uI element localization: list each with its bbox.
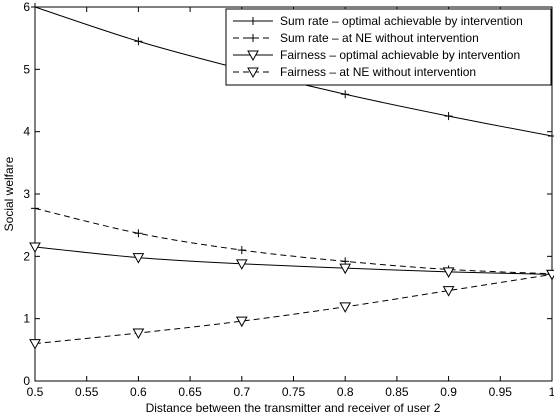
triangle-down-marker <box>546 269 554 281</box>
legend-box <box>225 8 552 86</box>
legend-entry: Sum rate – at NE without intervention <box>233 31 479 45</box>
triangle-down-marker <box>442 267 455 278</box>
plus-marker <box>341 90 350 99</box>
legend-entry: Fairness – at NE without intervention <box>233 65 476 79</box>
plus-marker <box>31 204 39 213</box>
series-line <box>34 273 553 345</box>
axis-ticks: 0.5 0.55 0.6 0.65 0.7 0.75 0.8 0.85 0.9 0.95 1 0 1 2 3… <box>23 0 554 399</box>
x-tick-label: 0.75 <box>282 385 306 399</box>
plus-marker <box>444 112 453 121</box>
legend-entry: Sum rate – optimal achievable by interve… <box>233 14 523 28</box>
x-tick-label: 0.65 <box>178 385 202 399</box>
plus-marker <box>249 34 257 42</box>
y-axis-label: Social welfare <box>2 156 16 231</box>
legend-entry: Fairness – optimal achievable by interve… <box>233 48 520 62</box>
x-tick-label: 0.6 <box>130 385 147 399</box>
series-3 <box>29 269 554 350</box>
plus-marker <box>31 3 39 11</box>
y-tick-label: 4 <box>23 125 30 139</box>
plus-marker <box>134 37 143 46</box>
plus-marker <box>548 132 554 141</box>
legend-label: Sum rate – optimal achievable by interve… <box>280 14 523 28</box>
x-tick-label: 0.9 <box>440 385 457 399</box>
series-line <box>34 207 553 275</box>
series-line <box>34 246 553 275</box>
x-tick-label: 1 <box>549 385 554 399</box>
triangle-down-marker <box>339 263 352 275</box>
triangle-down-marker <box>247 50 259 62</box>
triangle-down-marker <box>29 339 41 350</box>
triangle-down-marker <box>442 286 455 297</box>
x-tick-label: 0.85 <box>385 385 409 399</box>
x-axis-label: Distance between the transmitter and rec… <box>146 401 441 415</box>
y-tick-label: 1 <box>23 312 30 326</box>
triangle-down-marker <box>132 328 145 340</box>
x-tick-label: 0.55 <box>75 385 99 399</box>
triangle-down-marker <box>29 242 41 254</box>
y-tick-label: 5 <box>23 62 30 76</box>
plus-marker <box>134 229 143 238</box>
x-tick-label: 0.95 <box>489 385 513 399</box>
legend: Sum rate – optimal achievable by interve… <box>225 8 552 86</box>
plus-marker <box>249 17 257 25</box>
legend-label: Fairness – optimal achievable by interve… <box>280 48 520 62</box>
y-tick-label: 6 <box>23 0 30 14</box>
triangle-down-marker <box>339 302 352 313</box>
triangle-down-marker <box>247 67 259 79</box>
legend-label: Sum rate – at NE without intervention <box>280 31 479 45</box>
legend-label: Fairness – at NE without intervention <box>280 65 476 79</box>
y-tick-label: 0 <box>23 374 30 388</box>
plus-marker <box>237 246 246 255</box>
triangle-down-marker <box>132 253 145 264</box>
y-tick-label: 3 <box>23 187 30 201</box>
triangle-down-marker <box>235 316 248 328</box>
x-tick-label: 0.5 <box>27 385 44 399</box>
x-tick-label: 0.8 <box>337 385 354 399</box>
series-2 <box>29 242 554 281</box>
x-tick-label: 0.7 <box>233 385 250 399</box>
triangle-down-marker <box>235 259 248 270</box>
y-tick-label: 2 <box>23 249 30 263</box>
